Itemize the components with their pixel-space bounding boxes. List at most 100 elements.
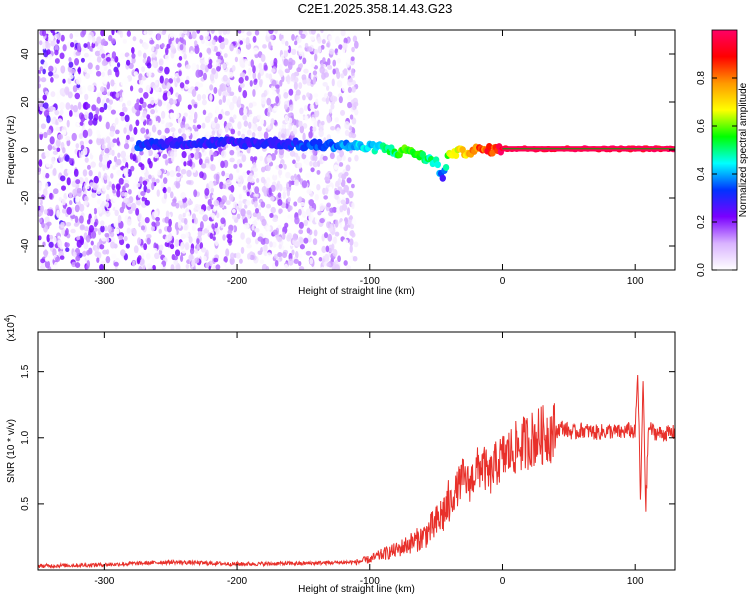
noise-cell — [46, 115, 51, 124]
noise-cell — [102, 249, 108, 255]
y-axis-label: Frequency (Hz) — [6, 116, 17, 185]
noise-cell — [77, 66, 82, 75]
noise-cell — [290, 75, 294, 82]
y-tick-label: 1.5 — [20, 364, 31, 378]
noise-cell — [146, 71, 152, 78]
noise-cell — [150, 225, 156, 232]
noise-cell — [204, 115, 211, 124]
noise-cell — [178, 70, 182, 77]
noise-cell — [99, 154, 103, 163]
noise-cell — [230, 252, 235, 260]
noise-cell — [141, 76, 147, 81]
noise-cell — [154, 99, 159, 105]
noise-cell — [146, 124, 151, 130]
noise-cell — [268, 30, 274, 35]
noise-cell — [204, 31, 210, 37]
noise-cell — [70, 228, 76, 234]
noise-cell — [326, 115, 332, 124]
noise-cell — [145, 84, 152, 93]
noise-cell — [295, 89, 301, 96]
noise-cell — [93, 175, 99, 184]
noise-cell — [178, 56, 183, 61]
noise-cell — [91, 104, 97, 112]
noise-cell — [185, 64, 191, 70]
noise-cell — [214, 222, 219, 229]
noise-cell — [312, 154, 318, 162]
noise-cell — [155, 43, 160, 50]
noise-cell — [157, 39, 163, 45]
noise-cell — [182, 212, 186, 218]
noise-cell — [75, 255, 81, 262]
noise-cell — [216, 66, 221, 72]
noise-cell — [288, 205, 293, 211]
noise-cell — [144, 199, 150, 206]
noise-cell — [283, 91, 289, 99]
noise-cell — [310, 30, 316, 35]
noise-cell — [208, 260, 213, 267]
noise-cell — [131, 228, 137, 235]
noise-cell — [48, 71, 54, 77]
y-multiplier-exp: 4 — [3, 317, 12, 322]
noise-cell — [290, 214, 295, 222]
noise-cell — [344, 121, 350, 130]
noise-cell — [186, 169, 192, 178]
x-tick-label: -200 — [227, 576, 247, 587]
noise-cell — [53, 74, 60, 79]
noise-cell — [137, 49, 142, 57]
noise-cell — [135, 119, 140, 127]
noise-cell — [266, 225, 271, 232]
noise-cell — [45, 172, 50, 179]
noise-cell — [298, 114, 304, 122]
noise-cell — [102, 163, 106, 172]
noise-cell — [318, 257, 323, 262]
noise-cell — [86, 164, 91, 170]
noise-cell — [309, 103, 315, 110]
noise-cell — [226, 98, 231, 106]
noise-cell — [146, 56, 151, 65]
noise-cell — [351, 202, 355, 210]
noise-cell — [68, 57, 72, 63]
noise-cell — [116, 158, 122, 166]
noise-cell — [307, 46, 313, 53]
noise-cell — [133, 245, 139, 254]
noise-cell — [209, 94, 213, 102]
noise-cell — [343, 37, 348, 44]
noise-cell — [252, 116, 258, 124]
noise-cell — [90, 161, 96, 168]
noise-cell — [302, 57, 307, 65]
noise-cell — [240, 30, 245, 34]
noise-cell — [231, 214, 236, 220]
colorbar-tick-label: 0.2 — [696, 215, 707, 229]
noise-cell — [61, 208, 67, 214]
noise-cell — [348, 190, 354, 199]
noise-cell — [168, 98, 174, 105]
noise-cell — [157, 91, 161, 100]
noise-cell — [296, 67, 302, 73]
noise-cell — [123, 172, 129, 178]
noise-cell — [151, 53, 157, 58]
noise-cell — [87, 69, 93, 75]
noise-cell — [236, 168, 240, 174]
snr-line — [38, 374, 675, 570]
noise-cell — [161, 30, 166, 36]
noise-cell — [191, 31, 197, 40]
noise-cell — [341, 220, 346, 228]
noise-cell — [339, 205, 344, 213]
noise-cell — [43, 249, 48, 258]
noise-cell — [301, 74, 307, 81]
noise-cell — [255, 65, 259, 73]
noise-cell — [40, 258, 46, 264]
noise-cell — [111, 30, 115, 36]
noise-cell — [229, 116, 234, 123]
noise-cell — [252, 71, 257, 80]
noise-cell — [197, 230, 203, 238]
noise-cell — [152, 264, 156, 270]
noise-cell — [260, 166, 266, 173]
noise-cell — [143, 42, 149, 50]
noise-cell — [112, 165, 116, 170]
noise-cell — [43, 61, 48, 69]
x-tick-label: 0 — [500, 276, 506, 287]
noise-cell — [179, 254, 184, 263]
noise-cell — [176, 77, 181, 83]
noise-cell — [252, 125, 257, 133]
